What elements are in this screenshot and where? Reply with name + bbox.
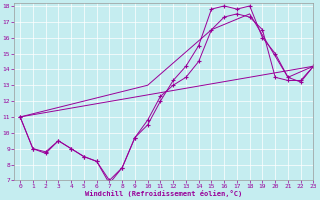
X-axis label: Windchill (Refroidissement éolien,°C): Windchill (Refroidissement éolien,°C) [85,190,242,197]
